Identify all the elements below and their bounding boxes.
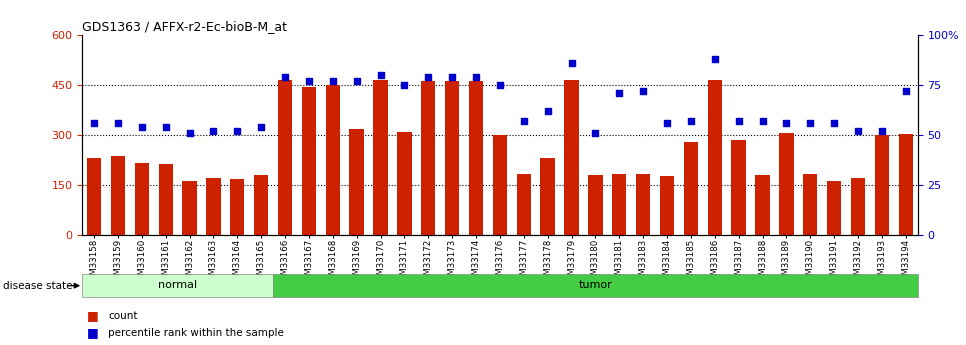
Bar <box>803 174 817 235</box>
Point <box>492 82 508 87</box>
Text: normal: normal <box>158 280 197 290</box>
Point <box>564 60 580 65</box>
Bar <box>278 80 292 235</box>
Bar <box>82 274 273 297</box>
Point <box>277 74 293 79</box>
Point <box>110 120 126 125</box>
Point <box>587 130 603 135</box>
Bar <box>134 163 149 235</box>
Bar <box>708 80 722 235</box>
Point <box>898 88 914 93</box>
Point <box>134 124 150 129</box>
Bar <box>397 132 412 235</box>
Bar <box>898 134 913 235</box>
Bar <box>684 142 698 235</box>
Bar <box>875 135 889 235</box>
Text: ■: ■ <box>87 309 99 322</box>
Bar <box>588 175 603 235</box>
Point <box>850 128 866 133</box>
Point <box>397 82 412 87</box>
Point <box>373 72 388 77</box>
Bar <box>111 156 125 235</box>
Point <box>206 128 221 133</box>
Point <box>301 78 317 83</box>
Bar <box>350 129 364 235</box>
Point <box>349 78 364 83</box>
Bar <box>374 80 387 235</box>
Point <box>754 118 770 123</box>
Bar <box>445 80 459 235</box>
Bar <box>207 178 220 235</box>
Bar <box>87 158 101 235</box>
Bar <box>469 80 483 235</box>
Point <box>611 90 627 95</box>
Bar <box>731 140 746 235</box>
Text: percentile rank within the sample: percentile rank within the sample <box>108 328 284 338</box>
Bar <box>541 158 554 235</box>
Point <box>230 128 245 133</box>
Bar <box>273 274 918 297</box>
Point <box>874 128 890 133</box>
Point <box>157 124 174 129</box>
Point <box>779 120 794 125</box>
Point <box>253 124 269 129</box>
Point <box>707 56 723 61</box>
Point <box>420 74 436 79</box>
Bar <box>636 174 650 235</box>
Bar <box>326 85 340 235</box>
Bar <box>254 175 269 235</box>
Point <box>826 120 841 125</box>
Bar <box>660 176 674 235</box>
Bar <box>755 175 770 235</box>
Bar <box>301 87 316 235</box>
Bar <box>230 179 244 235</box>
Bar <box>612 174 626 235</box>
Bar <box>183 180 197 235</box>
Point <box>683 118 698 123</box>
Text: GDS1363 / AFFX-r2-Ec-bioB-M_at: GDS1363 / AFFX-r2-Ec-bioB-M_at <box>82 20 287 33</box>
Point <box>731 118 747 123</box>
Bar <box>564 80 579 235</box>
Point <box>803 120 818 125</box>
Point <box>659 120 674 125</box>
Point <box>86 120 101 125</box>
Point <box>516 118 531 123</box>
Bar <box>421 80 436 235</box>
Text: disease state: disease state <box>3 281 72 290</box>
Text: tumor: tumor <box>579 280 612 290</box>
Bar <box>827 180 841 235</box>
Text: count: count <box>108 311 138 321</box>
Bar <box>851 178 866 235</box>
Text: ■: ■ <box>87 326 99 339</box>
Point <box>325 78 340 83</box>
Point <box>182 130 197 135</box>
Bar <box>517 174 531 235</box>
Point <box>540 108 555 113</box>
Point <box>444 74 460 79</box>
Bar <box>158 164 173 235</box>
Bar <box>780 133 793 235</box>
Point <box>469 74 484 79</box>
Bar <box>493 135 507 235</box>
Point <box>636 88 651 93</box>
